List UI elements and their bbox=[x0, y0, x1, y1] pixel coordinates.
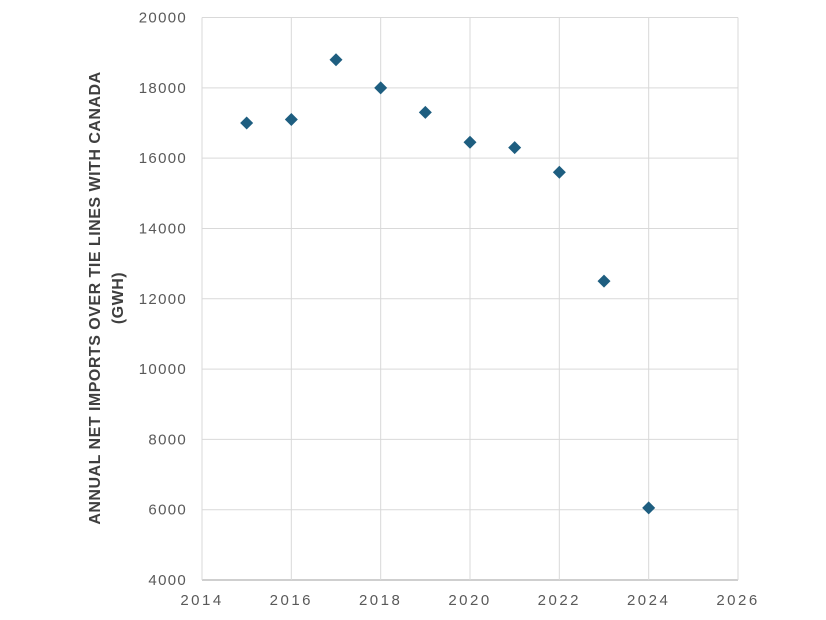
x-tick-label: 2018 bbox=[359, 592, 402, 609]
x-tick-label: 2014 bbox=[180, 592, 223, 609]
y-axis-title-line1: ANNUAL NET IMPORTS OVER TIE LINES WITH C… bbox=[87, 71, 104, 525]
y-tick-label: 8000 bbox=[148, 431, 187, 448]
y-tick-label: 18000 bbox=[139, 80, 187, 97]
x-tick-label: 2026 bbox=[716, 592, 759, 609]
y-axis-title-line2: (GWH) bbox=[110, 271, 127, 325]
data-point-marker bbox=[552, 165, 566, 179]
x-tick-label: 2022 bbox=[538, 592, 581, 609]
data-point-marker bbox=[508, 141, 522, 155]
data-point-marker bbox=[642, 501, 656, 515]
data-point-marker bbox=[329, 53, 343, 67]
y-tick-label: 10000 bbox=[139, 361, 187, 378]
x-tick-label: 2020 bbox=[448, 592, 491, 609]
y-tick-label: 12000 bbox=[139, 291, 187, 308]
y-tick-label: 14000 bbox=[139, 220, 187, 237]
y-tick-label: 6000 bbox=[148, 502, 187, 519]
data-point-marker bbox=[597, 274, 611, 288]
data-point-marker bbox=[374, 81, 388, 95]
y-tick-label: 4000 bbox=[148, 572, 187, 589]
data-point-marker bbox=[240, 116, 254, 130]
y-tick-label: 16000 bbox=[139, 150, 187, 167]
data-point-marker bbox=[418, 105, 432, 119]
y-tick-label: 20000 bbox=[139, 10, 187, 27]
data-point-marker bbox=[284, 112, 298, 126]
data-point-marker bbox=[463, 135, 477, 149]
x-tick-label: 2016 bbox=[270, 592, 313, 609]
x-tick-label: 2024 bbox=[627, 592, 670, 609]
y-axis-title: ANNUAL NET IMPORTS OVER TIE LINES WITH C… bbox=[84, 18, 130, 578]
